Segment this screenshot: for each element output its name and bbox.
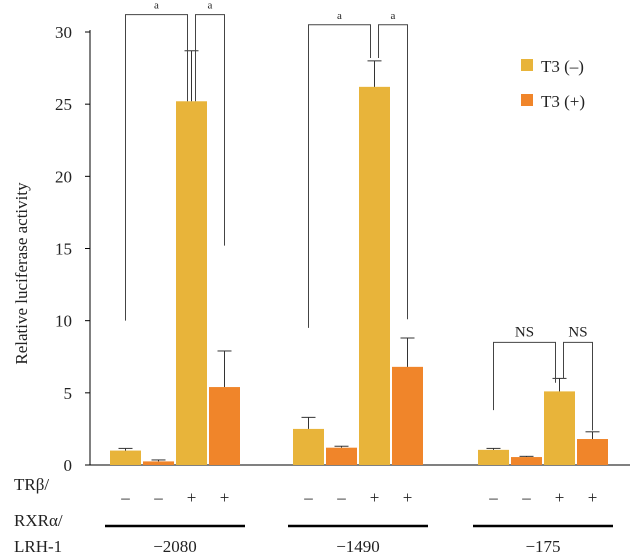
y-tick-label: 10 [55, 312, 72, 331]
error-bars [118, 50, 600, 462]
treatment-sign: + [220, 488, 230, 507]
significance-bracket [378, 24, 408, 320]
significance-label: NS [568, 324, 587, 340]
significance-brackets: a a a a NS NS [125, 0, 593, 431]
bar [392, 366, 423, 465]
treatment-row-label: RXRα/ [14, 511, 63, 530]
group-label: −175 [525, 537, 560, 556]
treatment-sign: + [555, 488, 565, 507]
bar [577, 439, 608, 465]
significance-label: a [337, 10, 342, 22]
bar [293, 428, 324, 465]
treatment-sign: – [303, 488, 313, 507]
significance-label: a [208, 0, 213, 12]
treatment-row-label: LRH-1 [14, 537, 62, 556]
treatment-sign: + [588, 488, 598, 507]
group-label: −1490 [336, 537, 380, 556]
bar [478, 449, 509, 465]
treatment-sign: – [153, 488, 163, 507]
y-tick-label: 20 [55, 167, 72, 186]
y-tick-label: 5 [64, 384, 73, 403]
significance-label: a [391, 10, 396, 22]
significance-bracket [563, 341, 593, 431]
significance-bracket [493, 341, 556, 411]
treatment-sign: – [488, 488, 498, 507]
treatment-sign: + [403, 488, 413, 507]
legend-swatch [521, 59, 533, 71]
legend-swatch [521, 94, 533, 106]
y-tick-label: 0 [64, 456, 73, 475]
bar [176, 101, 207, 465]
significance-label: NS [515, 324, 534, 340]
y-tick-label: 25 [55, 95, 72, 114]
axes: 0 5 10 15 20 25 30 Relative luciferase activity [12, 23, 630, 475]
legend-label: T3 (+) [541, 92, 585, 111]
legend-label: T3 (–) [541, 57, 584, 76]
treatment-sign: + [187, 488, 197, 507]
bar [544, 391, 575, 465]
y-tick-label: 15 [55, 240, 72, 259]
treatment-sign: – [336, 488, 346, 507]
treatment-rows: TRβ/RXRα/LRH-1 – – + + – – + + – – + + −2080 −1490 −175 [14, 475, 613, 556]
bar [359, 86, 390, 465]
group-label: −2080 [153, 537, 197, 556]
significance-label: a [154, 0, 159, 12]
treatment-sign: – [521, 488, 531, 507]
treatment-sign: – [120, 488, 130, 507]
bar [209, 387, 240, 465]
bar [511, 457, 542, 465]
bar [326, 447, 357, 465]
bars [110, 86, 608, 465]
treatment-sign: + [370, 488, 380, 507]
treatment-row-label: TRβ/ [14, 475, 49, 494]
y-axis-label: Relative luciferase activity [12, 182, 31, 365]
bar [143, 461, 174, 465]
significance-bracket [125, 14, 188, 321]
legend: T3 (–) T3 (+) [521, 57, 585, 111]
significance-bracket [308, 24, 371, 328]
significance-bracket [195, 14, 225, 246]
bar [110, 450, 141, 465]
y-tick-label: 30 [55, 23, 72, 42]
